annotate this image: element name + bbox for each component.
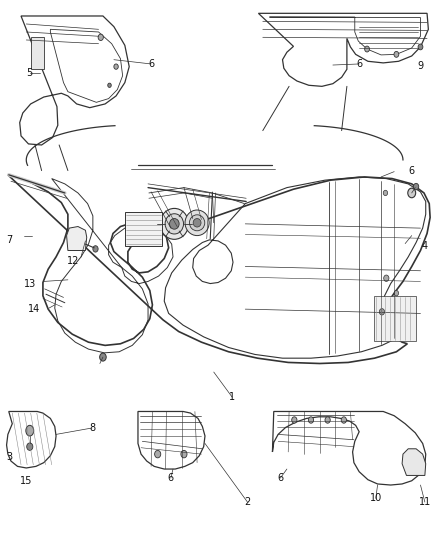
Text: 15: 15: [20, 477, 32, 486]
Ellipse shape: [193, 219, 201, 227]
Bar: [374, 296, 416, 341]
Ellipse shape: [394, 290, 399, 296]
Ellipse shape: [27, 443, 33, 450]
Ellipse shape: [413, 183, 419, 190]
Text: 5: 5: [27, 68, 33, 78]
Ellipse shape: [114, 64, 118, 69]
Ellipse shape: [418, 44, 423, 50]
Ellipse shape: [379, 309, 385, 315]
Text: 6: 6: [356, 59, 362, 69]
Ellipse shape: [383, 190, 388, 196]
Ellipse shape: [160, 208, 189, 239]
Ellipse shape: [181, 450, 187, 458]
Ellipse shape: [99, 353, 106, 361]
Text: 6: 6: [168, 473, 174, 483]
Bar: [31, 37, 44, 69]
Text: 1: 1: [229, 392, 235, 402]
Text: 11: 11: [419, 497, 431, 507]
Polygon shape: [402, 449, 426, 475]
Text: 6: 6: [409, 166, 415, 175]
Ellipse shape: [364, 46, 369, 52]
Ellipse shape: [185, 210, 209, 236]
Text: 9: 9: [417, 61, 424, 70]
Text: 10: 10: [370, 494, 382, 503]
Ellipse shape: [26, 425, 34, 436]
Text: 6: 6: [277, 473, 283, 483]
Ellipse shape: [165, 214, 184, 234]
Ellipse shape: [325, 417, 330, 423]
Ellipse shape: [155, 450, 161, 458]
Text: 14: 14: [28, 304, 40, 314]
Ellipse shape: [341, 417, 346, 423]
Text: 6: 6: [148, 59, 154, 69]
Ellipse shape: [170, 219, 179, 229]
Polygon shape: [67, 227, 87, 251]
Ellipse shape: [394, 51, 399, 58]
Text: 7: 7: [7, 235, 13, 245]
Ellipse shape: [384, 275, 389, 281]
Ellipse shape: [93, 246, 98, 252]
Text: 13: 13: [24, 279, 36, 288]
Text: 2: 2: [244, 497, 251, 507]
Ellipse shape: [108, 83, 111, 87]
Text: 3: 3: [7, 452, 13, 462]
Ellipse shape: [292, 417, 297, 423]
Ellipse shape: [189, 215, 205, 231]
Ellipse shape: [98, 34, 103, 41]
Text: 12: 12: [67, 256, 80, 266]
Ellipse shape: [408, 188, 416, 198]
Ellipse shape: [308, 417, 314, 423]
Bar: [125, 212, 162, 246]
Ellipse shape: [409, 189, 414, 195]
Text: 4: 4: [422, 241, 428, 251]
Text: 8: 8: [89, 423, 95, 433]
